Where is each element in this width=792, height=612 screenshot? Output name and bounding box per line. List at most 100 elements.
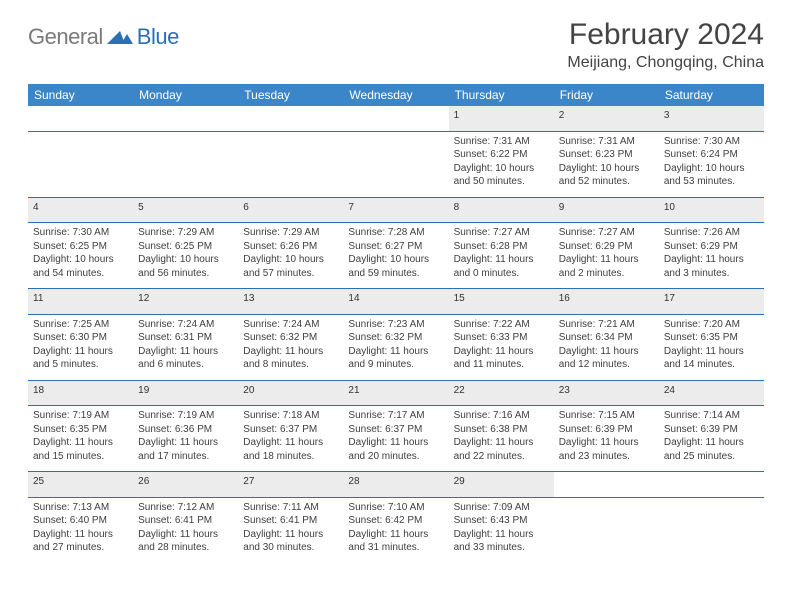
title-block: February 2024 Meijiang, Chongqing, China [567, 18, 764, 72]
daylight-line: Daylight: 11 hours and 8 minutes. [243, 345, 338, 372]
sunset-line: Sunset: 6:41 PM [138, 514, 233, 528]
calendar-table: SundayMondayTuesdayWednesdayThursdayFrid… [28, 84, 764, 563]
sunset-line: Sunset: 6:42 PM [348, 514, 443, 528]
day-header: Saturday [659, 84, 764, 106]
day-detail-cell: Sunrise: 7:22 AMSunset: 6:33 PMDaylight:… [449, 314, 554, 380]
day-number-cell: 23 [554, 380, 659, 406]
sunset-line: Sunset: 6:35 PM [664, 331, 759, 345]
day-detail-cell [238, 131, 343, 197]
day-number-cell: 14 [343, 289, 448, 315]
logo-text-left: General [28, 24, 103, 50]
day-detail-cell: Sunrise: 7:31 AMSunset: 6:23 PMDaylight:… [554, 131, 659, 197]
day-detail-cell: Sunrise: 7:24 AMSunset: 6:31 PMDaylight:… [133, 314, 238, 380]
day-number-cell: 21 [343, 380, 448, 406]
sunset-line: Sunset: 6:34 PM [559, 331, 654, 345]
calendar-body: 123 Sunrise: 7:31 AMSunset: 6:22 PMDayli… [28, 106, 764, 563]
daylight-line: Daylight: 11 hours and 12 minutes. [559, 345, 654, 372]
sunset-line: Sunset: 6:25 PM [33, 240, 128, 254]
day-detail-cell: Sunrise: 7:20 AMSunset: 6:35 PMDaylight:… [659, 314, 764, 380]
daylight-line: Daylight: 10 hours and 54 minutes. [33, 253, 128, 280]
sunset-line: Sunset: 6:41 PM [243, 514, 338, 528]
day-number-cell: 27 [238, 472, 343, 498]
sunset-line: Sunset: 6:29 PM [664, 240, 759, 254]
sunset-line: Sunset: 6:30 PM [33, 331, 128, 345]
day-detail-cell: Sunrise: 7:12 AMSunset: 6:41 PMDaylight:… [133, 497, 238, 563]
day-header: Thursday [449, 84, 554, 106]
daylight-line: Daylight: 11 hours and 22 minutes. [454, 436, 549, 463]
sunrise-line: Sunrise: 7:14 AM [664, 409, 759, 423]
day-detail-cell: Sunrise: 7:19 AMSunset: 6:36 PMDaylight:… [133, 406, 238, 472]
daylight-line: Daylight: 10 hours and 56 minutes. [138, 253, 233, 280]
sunset-line: Sunset: 6:37 PM [348, 423, 443, 437]
day-detail-cell: Sunrise: 7:28 AMSunset: 6:27 PMDaylight:… [343, 223, 448, 289]
day-header: Tuesday [238, 84, 343, 106]
sunset-line: Sunset: 6:28 PM [454, 240, 549, 254]
day-number-cell: 18 [28, 380, 133, 406]
sunrise-line: Sunrise: 7:31 AM [559, 135, 654, 149]
day-number-cell [659, 472, 764, 498]
day-number-cell: 3 [659, 106, 764, 131]
sunrise-line: Sunrise: 7:29 AM [243, 226, 338, 240]
sunrise-line: Sunrise: 7:21 AM [559, 318, 654, 332]
day-header: Monday [133, 84, 238, 106]
sunset-line: Sunset: 6:38 PM [454, 423, 549, 437]
sunrise-line: Sunrise: 7:27 AM [454, 226, 549, 240]
day-number-cell [554, 472, 659, 498]
day-number-cell: 12 [133, 289, 238, 315]
day-number-cell: 13 [238, 289, 343, 315]
sunrise-line: Sunrise: 7:09 AM [454, 501, 549, 515]
day-number-cell [28, 106, 133, 131]
sunrise-line: Sunrise: 7:25 AM [33, 318, 128, 332]
daylight-line: Daylight: 11 hours and 2 minutes. [559, 253, 654, 280]
day-detail-cell: Sunrise: 7:27 AMSunset: 6:29 PMDaylight:… [554, 223, 659, 289]
day-number-cell [238, 106, 343, 131]
sunrise-line: Sunrise: 7:28 AM [348, 226, 443, 240]
day-number-cell [133, 106, 238, 131]
day-number-cell: 7 [343, 197, 448, 223]
sunrise-line: Sunrise: 7:23 AM [348, 318, 443, 332]
day-number-cell: 29 [449, 472, 554, 498]
sunset-line: Sunset: 6:33 PM [454, 331, 549, 345]
sunrise-line: Sunrise: 7:22 AM [454, 318, 549, 332]
calendar-head: SundayMondayTuesdayWednesdayThursdayFrid… [28, 84, 764, 106]
sunrise-line: Sunrise: 7:24 AM [243, 318, 338, 332]
day-detail-cell: Sunrise: 7:24 AMSunset: 6:32 PMDaylight:… [238, 314, 343, 380]
sunset-line: Sunset: 6:36 PM [138, 423, 233, 437]
day-detail-cell: Sunrise: 7:30 AMSunset: 6:25 PMDaylight:… [28, 223, 133, 289]
daynum-row: 11121314151617 [28, 289, 764, 315]
sunrise-line: Sunrise: 7:18 AM [243, 409, 338, 423]
day-detail-cell: Sunrise: 7:16 AMSunset: 6:38 PMDaylight:… [449, 406, 554, 472]
day-number-cell: 19 [133, 380, 238, 406]
day-detail-cell [659, 497, 764, 563]
sunset-line: Sunset: 6:26 PM [243, 240, 338, 254]
day-detail-cell: Sunrise: 7:26 AMSunset: 6:29 PMDaylight:… [659, 223, 764, 289]
daylight-line: Daylight: 11 hours and 25 minutes. [664, 436, 759, 463]
sunrise-line: Sunrise: 7:10 AM [348, 501, 443, 515]
day-detail-cell [343, 131, 448, 197]
sunset-line: Sunset: 6:32 PM [243, 331, 338, 345]
sunrise-line: Sunrise: 7:11 AM [243, 501, 338, 515]
day-detail-cell: Sunrise: 7:19 AMSunset: 6:35 PMDaylight:… [28, 406, 133, 472]
sunrise-line: Sunrise: 7:19 AM [33, 409, 128, 423]
daylight-line: Daylight: 10 hours and 50 minutes. [454, 162, 549, 189]
daylight-line: Daylight: 11 hours and 3 minutes. [664, 253, 759, 280]
daylight-line: Daylight: 10 hours and 53 minutes. [664, 162, 759, 189]
day-detail-cell: Sunrise: 7:14 AMSunset: 6:39 PMDaylight:… [659, 406, 764, 472]
sunset-line: Sunset: 6:39 PM [559, 423, 654, 437]
day-number-cell: 9 [554, 197, 659, 223]
daylight-line: Daylight: 10 hours and 52 minutes. [559, 162, 654, 189]
daynum-row: 45678910 [28, 197, 764, 223]
sunrise-line: Sunrise: 7:20 AM [664, 318, 759, 332]
sunset-line: Sunset: 6:35 PM [33, 423, 128, 437]
sunrise-line: Sunrise: 7:16 AM [454, 409, 549, 423]
day-number-cell: 22 [449, 380, 554, 406]
day-detail-cell: Sunrise: 7:13 AMSunset: 6:40 PMDaylight:… [28, 497, 133, 563]
sunrise-line: Sunrise: 7:13 AM [33, 501, 128, 515]
sunrise-line: Sunrise: 7:19 AM [138, 409, 233, 423]
day-number-cell: 2 [554, 106, 659, 131]
sunset-line: Sunset: 6:29 PM [559, 240, 654, 254]
day-number-cell: 11 [28, 289, 133, 315]
day-number-cell: 5 [133, 197, 238, 223]
daylight-line: Daylight: 11 hours and 0 minutes. [454, 253, 549, 280]
sunset-line: Sunset: 6:40 PM [33, 514, 128, 528]
